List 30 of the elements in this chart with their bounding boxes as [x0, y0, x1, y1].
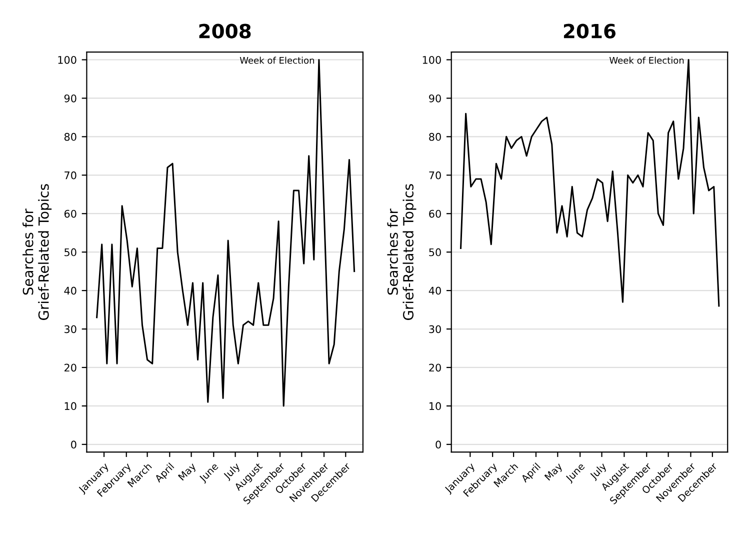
- y-tick-label: 90: [64, 94, 76, 102]
- line-series: [96, 58, 356, 407]
- y-axis-title: Searches for Grief-Related Topics: [22, 184, 52, 320]
- y-tick-label: 0: [436, 440, 441, 449]
- y-tick-label: 60: [64, 210, 76, 218]
- y-tick-label: 80: [429, 132, 441, 141]
- y-tick-label: 100: [422, 56, 441, 64]
- y-tick-label: 90: [429, 94, 441, 102]
- chart-title: 2016: [564, 24, 616, 38]
- y-tick-label: 30: [64, 325, 76, 334]
- annotation: Week of Election: [240, 56, 314, 64]
- y-tick-label: 10: [64, 402, 76, 410]
- line-series: [460, 58, 720, 307]
- y-tick-label: 40: [64, 286, 76, 295]
- y-axis-title: Searches for Grief-Related Topics: [387, 184, 416, 320]
- annotation: Week of Election: [609, 56, 684, 64]
- y-tick-label: 30: [429, 325, 441, 334]
- y-tick-label: 60: [429, 210, 441, 218]
- y-tick-label: 20: [64, 364, 76, 372]
- y-tick-label: 10: [430, 402, 441, 410]
- y-tick-label: 70: [64, 171, 76, 180]
- y-tick-label: 20: [429, 364, 441, 372]
- y-tick-label: 100: [58, 56, 76, 64]
- y-tick-label: 50: [429, 248, 441, 256]
- chart-title: 2008: [199, 24, 251, 38]
- y-tick-label: 70: [429, 171, 441, 180]
- y-tick-label: 0: [71, 440, 76, 449]
- y-tick-label: 40: [428, 286, 441, 295]
- y-tick-label: 80: [64, 132, 76, 141]
- y-tick-label: 50: [64, 248, 76, 256]
